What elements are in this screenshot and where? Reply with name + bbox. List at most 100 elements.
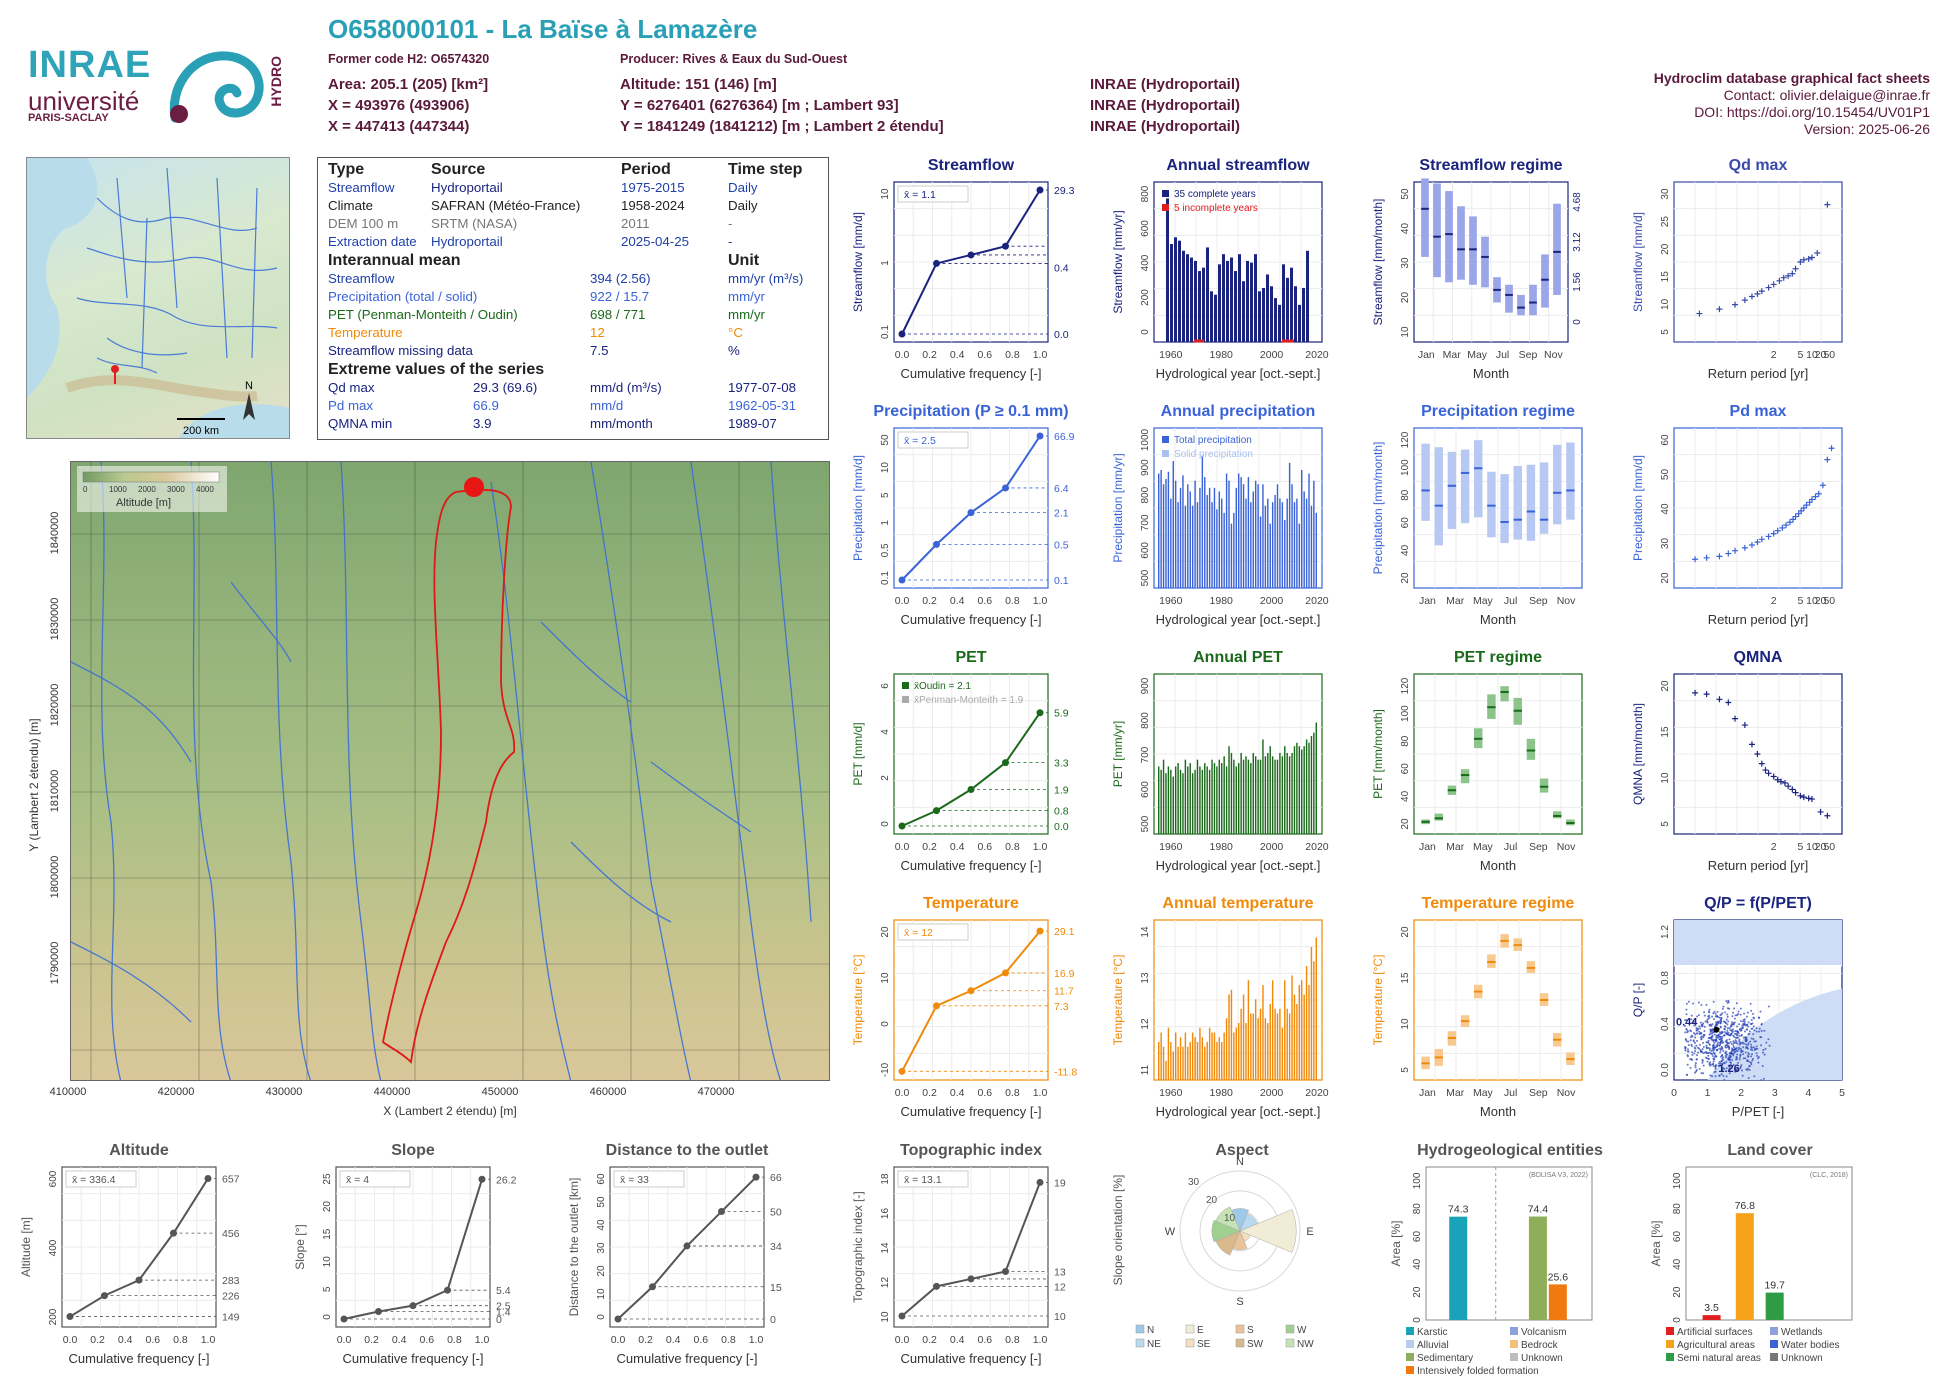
daily-point bbox=[1722, 1062, 1725, 1065]
minimap-scale: 200 km bbox=[183, 425, 219, 437]
x-tick-label: 0.2 bbox=[922, 349, 937, 361]
regime-box bbox=[1513, 465, 1522, 540]
y-tick-label: 10 bbox=[880, 1311, 891, 1323]
y-tick-label: 10 bbox=[1400, 1018, 1411, 1030]
bar bbox=[1246, 260, 1249, 342]
daily-point bbox=[1735, 1057, 1738, 1060]
bar bbox=[1189, 491, 1191, 588]
y-tick-label: 60 bbox=[1400, 763, 1411, 775]
daily-point bbox=[1750, 1009, 1753, 1012]
y-tick-label: 120 bbox=[1400, 431, 1411, 448]
daily-point bbox=[1732, 1054, 1735, 1057]
bar bbox=[1194, 480, 1196, 588]
daily-point bbox=[1746, 1059, 1749, 1062]
map-ytick: 1810000 bbox=[49, 770, 61, 813]
legend-swatch bbox=[1162, 204, 1169, 211]
version: Version: 2025-06-26 bbox=[1803, 121, 1930, 137]
daily-point bbox=[1755, 1052, 1758, 1055]
daily-point bbox=[1753, 1049, 1756, 1052]
hydro-logo: HYDRO bbox=[268, 56, 284, 107]
quantile-label: 5.4 bbox=[496, 1285, 511, 1297]
bar bbox=[1274, 298, 1277, 342]
bar bbox=[1298, 746, 1301, 834]
daily-point bbox=[1748, 1060, 1751, 1063]
daily-point bbox=[1705, 1052, 1708, 1055]
bar bbox=[1274, 759, 1276, 834]
x-tick-label: 0.4 bbox=[950, 595, 965, 607]
daily-point bbox=[1714, 1067, 1717, 1070]
daily-point bbox=[1712, 1000, 1715, 1003]
former-code: Former code H2: O6574320 bbox=[328, 52, 490, 66]
map-xtick: 420000 bbox=[158, 1086, 195, 1098]
daily-point bbox=[1692, 1021, 1695, 1024]
return-point bbox=[1732, 715, 1739, 722]
x-lambert93: X = 493976 (493906) bbox=[328, 97, 470, 114]
unit-title: Unit bbox=[728, 252, 760, 269]
daily-point bbox=[1736, 1053, 1739, 1056]
regime-box bbox=[1457, 206, 1465, 280]
quantile-point bbox=[933, 259, 940, 267]
bar bbox=[1174, 766, 1177, 834]
return-point bbox=[1789, 786, 1796, 793]
x-tick-label: May bbox=[1473, 595, 1494, 607]
daily-point bbox=[1715, 1044, 1718, 1047]
bar bbox=[1247, 477, 1250, 588]
daily-point bbox=[1684, 1038, 1687, 1041]
daily-point bbox=[1753, 1017, 1756, 1020]
y-tick-label: 11 bbox=[1140, 1064, 1151, 1075]
mean-box bbox=[897, 1170, 969, 1188]
daily-point bbox=[1753, 1047, 1756, 1050]
x-axis-label: Month bbox=[1480, 858, 1516, 873]
legend-swatch bbox=[1162, 450, 1169, 457]
legend-swatch bbox=[1235, 1324, 1245, 1334]
quantile-point bbox=[204, 1175, 212, 1183]
daily-point bbox=[1733, 1007, 1736, 1010]
daily-point bbox=[1747, 1055, 1750, 1058]
regime-box bbox=[1539, 778, 1549, 793]
bar bbox=[1286, 498, 1288, 588]
bar bbox=[1310, 736, 1313, 834]
altitude-chart: Altitude Cumulative frequency [-] Altitude… bbox=[19, 1142, 240, 1366]
y-tick-label: 40 bbox=[1660, 503, 1671, 515]
daily-point bbox=[1720, 1073, 1723, 1076]
cell: mm/month bbox=[590, 416, 653, 431]
hydrogeology-chart: Hydrogeological entities (BDLISA V3, 2022… bbox=[1389, 1142, 1603, 1377]
bar bbox=[1242, 281, 1245, 342]
daily-point bbox=[1706, 1019, 1709, 1022]
x-tick-label: 50 bbox=[1823, 841, 1835, 853]
daily-point bbox=[1728, 1027, 1731, 1030]
bar bbox=[1214, 294, 1217, 342]
x-tick-label: 1.0 bbox=[1033, 1334, 1048, 1346]
daily-point bbox=[1690, 1043, 1693, 1046]
daily-point bbox=[1741, 1050, 1744, 1053]
quantile-label: 16.9 bbox=[1054, 968, 1075, 980]
bar bbox=[1301, 980, 1303, 1080]
bar bbox=[1160, 769, 1162, 834]
daily-point bbox=[1717, 1062, 1720, 1065]
x-tick-label: 0.8 bbox=[1005, 349, 1020, 361]
daily-point bbox=[1751, 1059, 1754, 1062]
legend-label: Artificial surfaces bbox=[1677, 1327, 1753, 1338]
daily-point bbox=[1731, 1021, 1734, 1024]
x-tick-label: 0.0 bbox=[895, 841, 910, 853]
return-point bbox=[1824, 201, 1831, 208]
daily-point bbox=[1694, 1047, 1697, 1050]
bar bbox=[1201, 1037, 1204, 1080]
daily-point bbox=[1712, 1046, 1715, 1049]
bar bbox=[1162, 759, 1165, 834]
daily-point bbox=[1741, 1024, 1744, 1027]
daily-point bbox=[1719, 1049, 1722, 1052]
daily-point bbox=[1719, 1026, 1722, 1029]
y-tick-label: 0.8 bbox=[1660, 971, 1671, 985]
chart-title: Temperature bbox=[923, 895, 1019, 912]
legend-label: x̄Oudin = 2.1 bbox=[914, 681, 971, 692]
y-tick-label: 10 bbox=[322, 1256, 333, 1268]
bar bbox=[1293, 746, 1296, 834]
cell: 1989-07 bbox=[728, 416, 777, 431]
daily-point bbox=[1738, 1058, 1741, 1061]
daily-point bbox=[1726, 1015, 1729, 1018]
daily-point bbox=[1732, 1044, 1735, 1047]
daily-point bbox=[1720, 1016, 1723, 1019]
y-tick-label: 5 bbox=[322, 1286, 333, 1292]
bar bbox=[1170, 498, 1172, 588]
